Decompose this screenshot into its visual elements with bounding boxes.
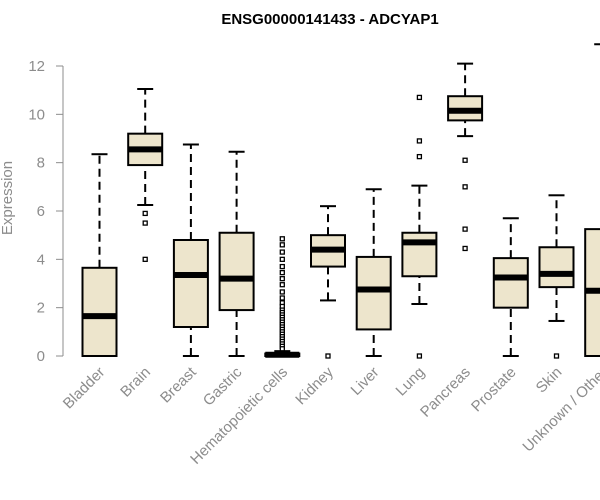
box-series (81, 43, 600, 359)
x-tick-label: Breast (157, 363, 200, 406)
x-tick-label: Brain (117, 364, 154, 401)
y-tick-label: 8 (37, 155, 45, 172)
outlier-point (142, 256, 148, 262)
x-tick-label: Kidney (292, 363, 337, 408)
iqr-box (355, 255, 392, 331)
outlier-point (279, 295, 285, 301)
x-tick-label: Skin (533, 364, 566, 397)
y-axis-label: Expression (0, 161, 16, 235)
outlier-point (416, 94, 423, 101)
outlier-point (553, 353, 560, 359)
outlier-point (142, 210, 148, 217)
iqr-box (218, 231, 255, 312)
outlier-point (279, 289, 285, 295)
outlier-point (462, 157, 468, 163)
outlier-point (142, 220, 148, 226)
outlier-point (279, 346, 285, 352)
box-hematopoietic-cells (264, 236, 301, 358)
iqr-box (81, 266, 118, 357)
x-tick-label: Pancreas (417, 364, 474, 421)
iqr-box (172, 239, 209, 328)
box-brain (127, 87, 164, 262)
box-breast (172, 143, 209, 357)
outlier-point (279, 236, 285, 242)
outlier-point (462, 245, 468, 252)
outlier-point (416, 138, 423, 144)
box-unknown-other (584, 43, 600, 357)
outlier-point (279, 276, 285, 282)
outlier-point (279, 263, 285, 270)
box-lung (401, 94, 438, 359)
iqr-box (538, 246, 575, 289)
box-prostate (492, 217, 529, 357)
outlier-point (279, 242, 285, 248)
box-gastric (218, 150, 255, 357)
outlier-point (279, 282, 285, 288)
y-tick-label: 10 (28, 106, 45, 123)
outlier-point (279, 249, 285, 255)
outlier-point (416, 353, 423, 359)
x-tick-label: Gastric (200, 363, 246, 409)
box-bladder (81, 153, 118, 357)
x-tick-label: Bladder (60, 364, 109, 413)
y-tick-label: 12 (28, 58, 45, 75)
box-skin (538, 194, 575, 359)
y-axis-ticks: 0 2 4 6 8 10 12 (28, 58, 63, 365)
chart-title: ENSG00000141433 - ADCYAP1 (221, 11, 438, 28)
outlier-point (325, 353, 331, 359)
y-tick-label: 4 (37, 251, 45, 268)
outlier-point (279, 269, 285, 276)
outlier-point (462, 184, 468, 190)
x-tick-label: Lung (393, 364, 429, 400)
y-tick-label: 2 (37, 300, 45, 317)
outlier-point (462, 226, 468, 232)
x-tick-label: Prostate (468, 364, 520, 416)
outlier-point (279, 256, 285, 262)
x-tick-label: Liver (348, 364, 383, 399)
iqr-box (492, 257, 529, 309)
box-kidney (310, 205, 346, 359)
y-tick-label: 6 (37, 203, 45, 220)
box-liver (355, 188, 392, 357)
iqr-box (401, 231, 438, 278)
outlier-point (416, 153, 423, 160)
y-tick-label: 0 (37, 348, 45, 365)
box-pancreas (447, 62, 484, 252)
